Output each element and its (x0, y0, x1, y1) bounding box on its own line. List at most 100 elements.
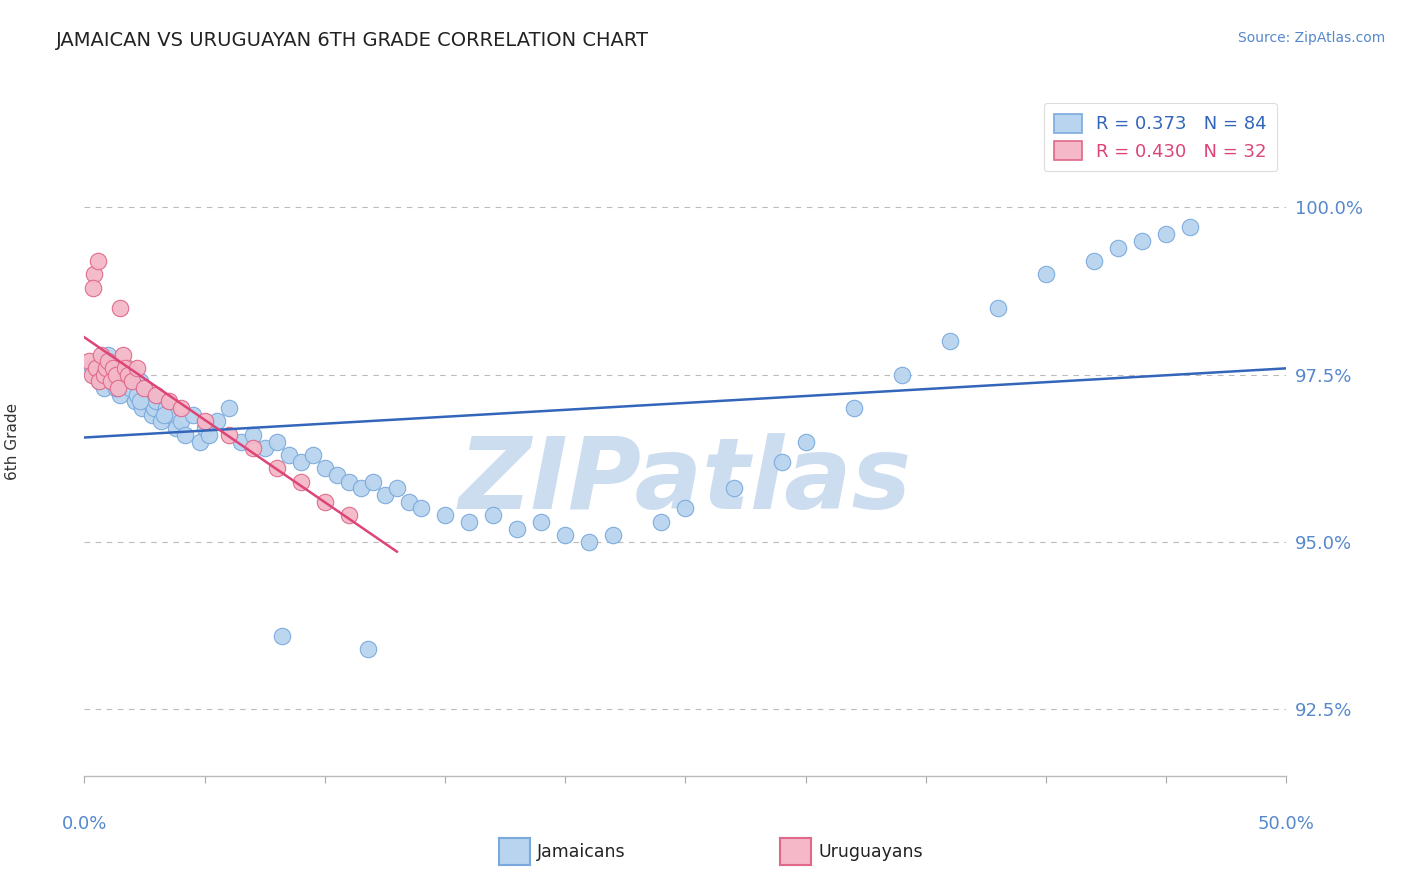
Point (266, 434, 288, 449)
Point (87, 374, 110, 388)
Point (174, 428, 197, 442)
Point (80, 360, 103, 375)
Point (127, 360, 149, 375)
Point (114, 360, 136, 375)
Point (361, 475, 384, 489)
Point (87, 374, 110, 388)
Point (337, 508, 360, 522)
Point (94, 360, 117, 375)
Point (128, 394, 150, 409)
Point (314, 494, 336, 508)
Point (357, 641, 380, 656)
Point (198, 428, 221, 442)
Point (1035, 268, 1057, 282)
Point (266, 461, 288, 475)
Point (111, 368, 134, 382)
Text: Jamaicans: Jamaicans (537, 843, 626, 861)
Point (229, 434, 252, 449)
Point (482, 508, 505, 522)
Point (100, 374, 122, 388)
Point (103, 368, 125, 382)
Point (398, 494, 420, 508)
Point (270, 629, 292, 643)
Point (90, 347, 112, 361)
Point (104, 381, 127, 395)
Point (86, 253, 108, 268)
Point (110, 387, 132, 401)
Point (150, 415, 173, 429)
Point (188, 434, 211, 449)
Text: 0.0%: 0.0% (62, 815, 107, 833)
Text: 6th Grade: 6th Grade (4, 403, 20, 480)
Point (939, 334, 962, 348)
Point (104, 368, 127, 382)
Point (141, 408, 163, 422)
Point (97, 354, 120, 368)
Point (314, 461, 336, 475)
Point (434, 508, 457, 522)
Legend: R = 0.373   N = 84, R = 0.430   N = 32: R = 0.373 N = 84, R = 0.430 N = 32 (1043, 103, 1278, 171)
Point (794, 434, 817, 449)
Point (118, 381, 141, 395)
Point (181, 408, 204, 422)
Point (93, 381, 115, 395)
Point (86, 360, 108, 375)
Point (110, 301, 132, 315)
Point (117, 360, 139, 375)
Point (277, 448, 299, 462)
Point (506, 521, 529, 535)
Point (458, 515, 481, 529)
Text: ZIPatlas: ZIPatlas (458, 434, 912, 530)
Point (93, 368, 115, 382)
Point (1156, 227, 1178, 242)
Point (82, 281, 104, 295)
Point (83, 268, 105, 282)
Point (121, 374, 143, 388)
Point (1083, 253, 1105, 268)
Point (987, 301, 1010, 315)
Point (385, 481, 408, 495)
Point (135, 394, 157, 409)
Point (530, 515, 553, 529)
Point (157, 394, 180, 409)
Text: JAMAICAN VS URUGUAYAN 6TH GRADE CORRELATION CHART: JAMAICAN VS URUGUAYAN 6TH GRADE CORRELAT… (56, 31, 650, 50)
Point (143, 401, 166, 416)
Point (121, 368, 143, 382)
Point (194, 415, 217, 429)
Point (301, 448, 323, 462)
Point (242, 428, 264, 442)
Point (117, 368, 139, 382)
Point (100, 374, 122, 388)
Point (134, 381, 156, 395)
Point (1180, 220, 1202, 235)
Point (128, 374, 150, 388)
Point (169, 415, 191, 429)
Point (205, 415, 228, 429)
Point (160, 408, 183, 422)
Point (152, 408, 174, 422)
Point (155, 401, 177, 416)
Point (842, 401, 865, 416)
Point (138, 387, 160, 401)
Point (145, 394, 167, 409)
Point (218, 401, 240, 416)
Point (1130, 234, 1153, 248)
Point (290, 475, 312, 489)
Point (326, 467, 349, 482)
Point (194, 421, 217, 435)
Point (124, 394, 146, 409)
Point (650, 515, 672, 529)
Point (107, 360, 129, 375)
Text: 50.0%: 50.0% (1258, 815, 1315, 833)
Point (578, 534, 600, 549)
Point (602, 528, 624, 542)
Point (97, 347, 120, 361)
Point (111, 347, 134, 361)
Point (77, 354, 100, 368)
Point (770, 454, 793, 468)
Point (94, 360, 117, 375)
Point (86, 368, 108, 382)
Point (374, 488, 396, 502)
Text: Uruguayans: Uruguayans (818, 843, 922, 861)
Point (290, 454, 312, 468)
